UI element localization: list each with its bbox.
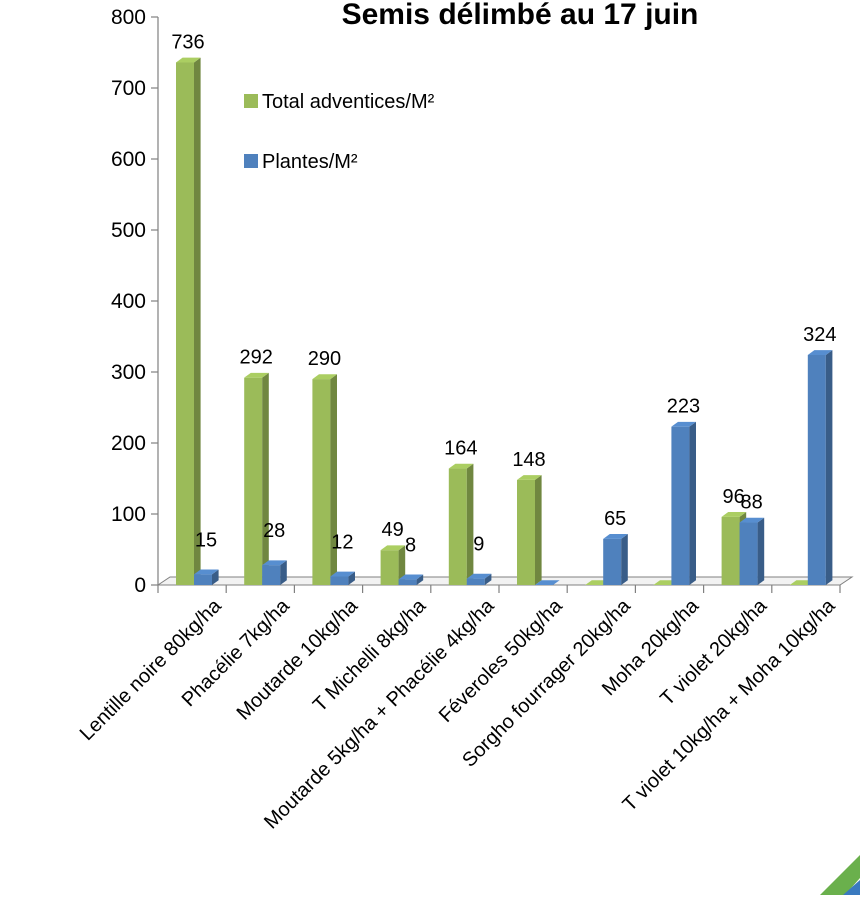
data-label: 164 [444, 438, 477, 460]
bar [466, 573, 492, 585]
data-label: 292 [240, 347, 273, 369]
y-tick-label: 400 [111, 290, 146, 313]
bar [671, 421, 696, 585]
data-label: 15 [195, 529, 217, 551]
x-tick-label: Moutarde 10kg/ha [233, 594, 363, 724]
data-labels: 736 292 290 49 164 148 96 15 28 12 8 9 65 223 88 324 [171, 31, 836, 556]
bar [244, 372, 269, 585]
y-tick-label: 200 [111, 432, 146, 455]
legend-swatch [244, 154, 258, 168]
bar [312, 374, 337, 585]
data-label: 88 [740, 492, 762, 514]
x-tick-label: T Michelli 8kg/ha [309, 594, 431, 716]
chart-title: Semis délimbé au 17 juin [342, 0, 699, 31]
bar [330, 571, 355, 585]
logo-shape [820, 855, 860, 895]
legend: Total adventices/M² Plantes/M² [244, 91, 435, 173]
y-tick-label: 800 [111, 6, 146, 29]
bar [380, 545, 406, 585]
y-tick-label: 600 [111, 148, 146, 171]
y-tick-label: 100 [111, 503, 146, 526]
data-label: 28 [263, 520, 285, 542]
data-label: 49 [381, 519, 403, 541]
bar [262, 560, 287, 585]
data-label: 148 [512, 449, 545, 471]
data-label: 96 [722, 486, 744, 508]
data-label: 736 [171, 31, 204, 53]
data-label: 324 [803, 324, 836, 346]
data-label: 9 [473, 534, 484, 556]
bar [535, 580, 560, 585]
bar [603, 534, 628, 585]
legend-label: Total adventices/M² [262, 91, 435, 113]
data-label: 12 [331, 531, 353, 553]
bar [448, 463, 474, 585]
data-label: 223 [667, 396, 700, 418]
y-tick-label: 500 [111, 219, 146, 242]
y-tick-label: 700 [111, 77, 146, 100]
x-tick-label: Féveroles 50kg/ha [435, 594, 568, 727]
data-label: 290 [308, 348, 341, 370]
bars [176, 57, 833, 585]
y-tick-label: 0 [134, 574, 146, 597]
bar [517, 475, 542, 585]
bar [176, 57, 201, 585]
bar [739, 517, 765, 585]
data-label: 8 [405, 534, 416, 556]
legend-label: Plantes/M² [262, 151, 358, 173]
bar [398, 574, 424, 585]
bar [807, 350, 833, 585]
data-label: 65 [604, 508, 626, 530]
legend-swatch [244, 94, 258, 108]
y-tick-label: 300 [111, 361, 146, 384]
bar [194, 569, 219, 585]
